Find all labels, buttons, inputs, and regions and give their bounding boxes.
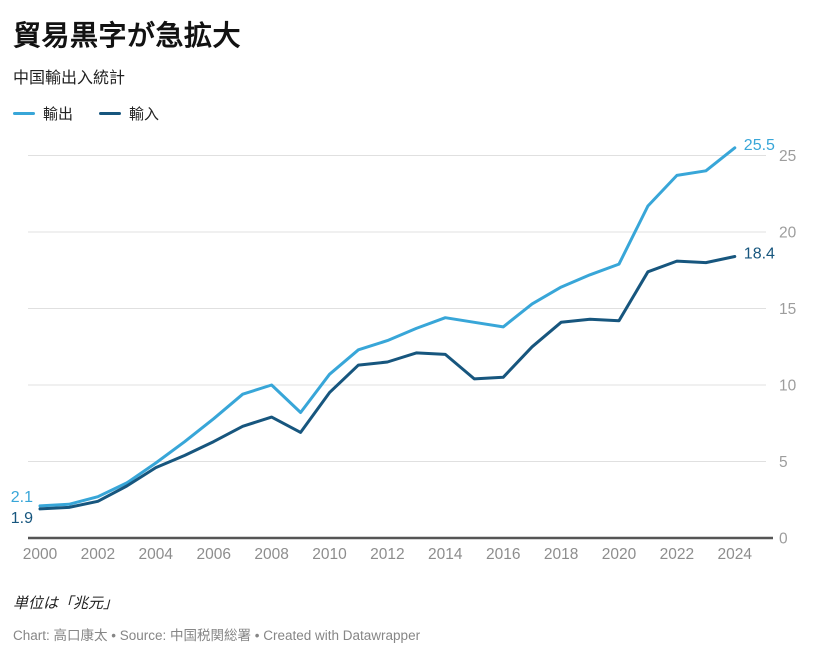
x-tick-label: 2016: [486, 546, 520, 563]
page-title: 貿易黒字が急拡大: [13, 20, 242, 51]
legend-item-exports: 輸出: [13, 103, 73, 124]
imports-line: [38, 255, 737, 511]
trade-line-chart[interactable]: 0 5 10 15 20 25 2000 2002 2004 2006 2008 2010 2012 20…: [0, 130, 813, 580]
legend: 輸出 輸入: [13, 103, 159, 124]
exports-start-value-label: 2.1: [11, 489, 33, 506]
y-tick-label: 25: [779, 148, 796, 165]
x-tick-label: 2010: [312, 546, 347, 563]
x-tick-label: 2020: [602, 546, 637, 563]
x-tick-label: 2014: [428, 546, 463, 563]
x-tick-label: 2006: [196, 546, 230, 563]
chart-subtitle: 中国輸出入統計: [13, 70, 126, 87]
unit-note: 単位は「兆元」: [13, 595, 119, 612]
x-tick-label: 2008: [254, 546, 288, 563]
y-tick-label: 10: [779, 378, 797, 395]
x-tick-label: 2018: [544, 546, 578, 563]
legend-label-imports: 輸入: [129, 106, 160, 123]
legend-item-imports: 輸入: [99, 103, 159, 124]
x-tick-label: 2000: [23, 546, 58, 563]
x-tick-label: 2022: [660, 546, 694, 563]
y-tick-label: 5: [779, 454, 788, 471]
x-tick-label: 2024: [718, 546, 753, 563]
exports-line-swatch-icon: [13, 112, 35, 115]
x-tick-label: 2012: [370, 546, 404, 563]
y-tick-label: 0: [779, 531, 788, 548]
line-chart-canvas: 0 5 10 15 20 25 2000 2002 2004 2006 2008 2010 2012 20…: [11, 137, 797, 563]
legend-label-exports: 輸出: [43, 106, 74, 123]
credit-line: Chart: 高口康太 • Source: 中国税関総署 • Created w…: [13, 628, 421, 643]
exports-end-value-label: 25.5: [744, 137, 775, 154]
exports-line: [38, 146, 737, 508]
x-tick-label: 2002: [81, 546, 115, 563]
imports-line-swatch-icon: [99, 112, 122, 115]
y-tick-label: 15: [779, 301, 796, 318]
y-tick-label: 20: [779, 225, 797, 242]
x-tick-label: 2004: [139, 546, 174, 563]
imports-start-value-label: 1.9: [11, 510, 33, 527]
imports-end-value-label: 18.4: [744, 245, 775, 262]
